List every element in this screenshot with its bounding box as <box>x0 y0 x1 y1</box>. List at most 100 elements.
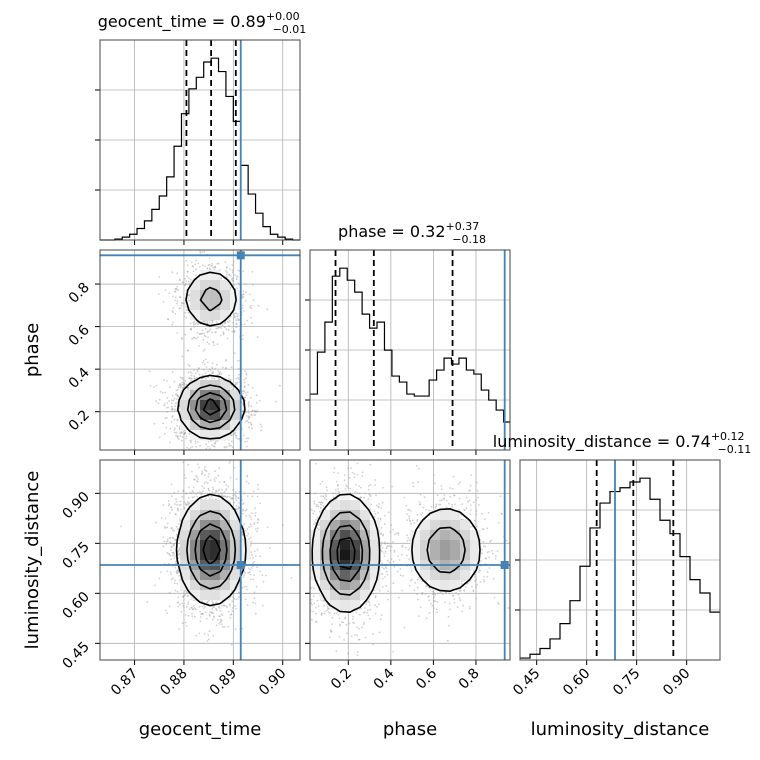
sample-point <box>198 345 200 347</box>
sample-point <box>250 396 252 399</box>
sample-point <box>184 311 187 314</box>
sample-point <box>162 504 165 506</box>
sample-point <box>216 618 219 621</box>
xtick-label-geocent_time-3: 0.90 <box>256 666 289 699</box>
sample-point <box>206 267 209 270</box>
sample-point <box>181 436 184 438</box>
sample-point <box>181 384 184 386</box>
sample-point <box>201 485 204 487</box>
sample-point <box>171 271 174 274</box>
sample-point <box>204 605 206 608</box>
sample-point <box>241 304 244 307</box>
sample-point <box>225 367 227 370</box>
sample-point <box>225 484 228 487</box>
sample-point <box>183 382 186 385</box>
sample-point <box>227 625 230 628</box>
sample-point <box>230 434 233 436</box>
sample-point <box>176 401 178 404</box>
density-cell <box>200 420 211 431</box>
sample-point <box>212 445 215 447</box>
sample-point <box>217 453 219 455</box>
sample-point <box>197 367 200 369</box>
sample-point <box>228 444 231 447</box>
sample-point <box>250 304 252 307</box>
sample-point <box>181 387 184 390</box>
density-cell <box>220 390 231 401</box>
density-cell <box>190 410 201 421</box>
sample-point <box>183 315 186 318</box>
sample-point <box>172 399 175 402</box>
sample-point <box>164 289 167 291</box>
sample-point <box>193 336 196 339</box>
ytick-label-phase-0: 0.2 <box>66 407 93 434</box>
sample-point <box>244 529 247 532</box>
sample-point <box>251 414 253 417</box>
density-cell <box>180 390 191 401</box>
sample-point <box>256 566 259 569</box>
sample-point <box>281 524 284 527</box>
sample-point <box>247 421 250 424</box>
sample-point <box>217 489 220 492</box>
sample-point <box>228 378 230 380</box>
density-cell <box>210 400 221 411</box>
sample-point <box>241 533 244 535</box>
sample-point <box>196 463 199 466</box>
sample-point <box>250 423 253 426</box>
sample-point <box>230 497 233 500</box>
sample-point <box>188 283 191 285</box>
sample-point <box>166 522 169 525</box>
sample-point <box>211 377 214 380</box>
sample-point <box>174 408 176 411</box>
sample-point <box>177 553 180 556</box>
sample-point <box>182 489 185 492</box>
sample-point <box>169 542 172 544</box>
sample-point <box>187 299 190 302</box>
density-cell <box>190 280 201 291</box>
sample-point <box>242 508 244 511</box>
title-main-luminosity_distance: luminosity_distance = 0.74 <box>493 432 711 452</box>
sample-point <box>214 266 216 269</box>
sample-point <box>249 568 251 571</box>
sample-point <box>171 323 173 326</box>
sample-point <box>230 366 233 369</box>
sample-point <box>208 489 211 492</box>
density-cell <box>220 420 231 431</box>
sample-point <box>220 613 223 616</box>
sample-point <box>213 377 216 380</box>
sample-point <box>200 498 202 500</box>
sample-point <box>204 465 206 468</box>
sample-point <box>214 331 216 334</box>
sample-point <box>222 333 225 335</box>
sample-point <box>223 322 226 325</box>
sample-point <box>176 419 179 422</box>
sample-point <box>196 476 198 478</box>
sample-point <box>177 386 180 389</box>
sample-point <box>166 451 168 453</box>
sample-point <box>187 388 190 390</box>
sample-point <box>256 495 259 498</box>
ytick-label-luminosity_distance-2: 0.75 <box>59 539 92 572</box>
sample-point <box>176 508 179 511</box>
density-cell <box>180 410 191 421</box>
sample-point <box>158 398 161 401</box>
sample-point <box>185 289 188 291</box>
sample-point <box>218 493 220 496</box>
sample-point <box>193 326 195 328</box>
sample-point <box>235 478 238 480</box>
sample-point <box>198 491 201 493</box>
sample-point <box>192 478 195 481</box>
sample-point <box>235 278 238 281</box>
sample-point <box>213 478 216 481</box>
xtick-label-luminosity_distance-0: 0.45 <box>510 666 543 699</box>
sample-point <box>181 355 184 358</box>
sample-point <box>191 496 194 499</box>
sample-point <box>218 467 221 470</box>
sample-point <box>178 628 180 630</box>
sample-point <box>178 536 181 539</box>
sample-point <box>169 571 172 573</box>
sample-point <box>179 296 182 299</box>
sample-point <box>165 540 168 543</box>
sample-point <box>176 503 178 506</box>
sample-point <box>246 475 249 478</box>
sample-point <box>185 503 187 506</box>
